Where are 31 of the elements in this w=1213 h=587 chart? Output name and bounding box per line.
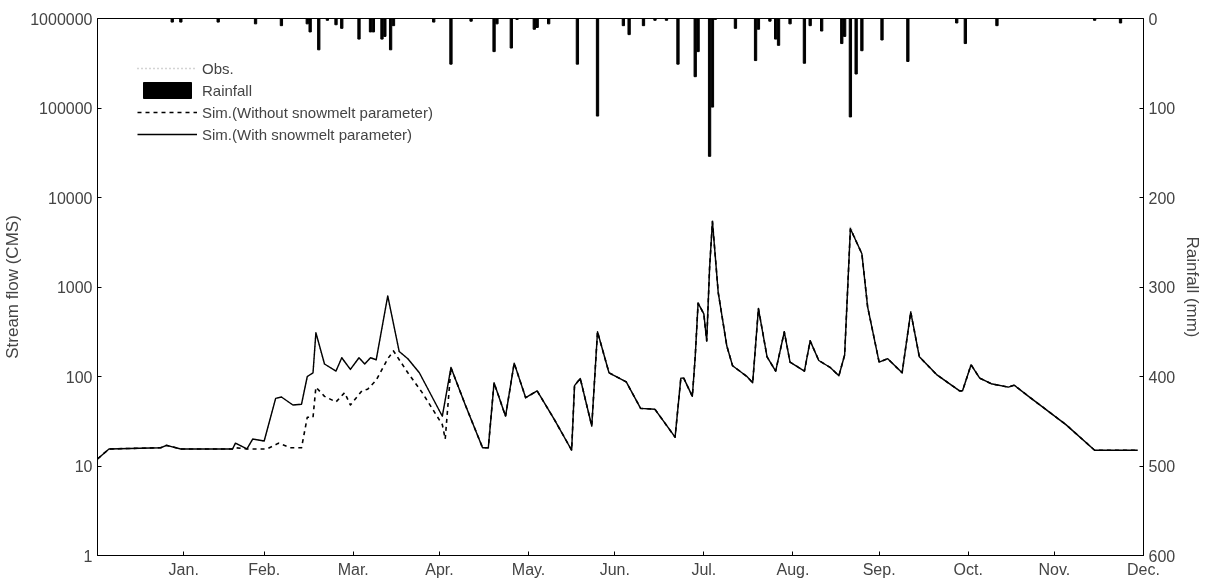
y-tick-label: 1000000: [30, 10, 93, 28]
y2-tick-label: 500: [1148, 458, 1176, 475]
y2-tick-label: 100: [1148, 100, 1176, 117]
x-tick-label: Jul.: [691, 560, 717, 578]
x-tick-label: Oct.: [953, 560, 983, 578]
x-tick-label: May.: [511, 560, 546, 578]
y-axis-title: Stream flow (CMS): [3, 215, 23, 359]
x-tick-label: Nov.: [1038, 560, 1071, 578]
y2-tick-label: 0: [1148, 10, 1158, 28]
x-tick-label: Aug.: [776, 560, 810, 578]
legend-label: Sim.(Without snowmelt parameter): [202, 103, 433, 121]
y-tick-label: 10000: [48, 189, 93, 207]
x-tick-label: Jan.: [168, 560, 199, 578]
legend-label: Obs.: [202, 59, 234, 77]
x-tick-label: Apr.: [425, 560, 454, 578]
x-tick-label: Sep.: [862, 560, 896, 578]
y2-tick-label: 600: [1148, 547, 1176, 565]
y-tick-label: 1: [83, 547, 93, 565]
x-tick-label: Feb.: [248, 560, 281, 578]
x-tick-label: Mar.: [337, 560, 369, 578]
x-tick-label: Jun.: [599, 560, 630, 578]
y2-axis-title: Rainfall (mm): [1183, 236, 1203, 338]
legend-label: Rainfall: [202, 81, 253, 99]
legend-label: Sim.(With snowmelt parameter): [202, 125, 413, 143]
y2-tick-label: 200: [1148, 189, 1176, 207]
y-tick-label: 10: [74, 458, 93, 475]
y-tick-label: 1000: [56, 279, 93, 296]
y-tick-label: 100000: [39, 100, 93, 117]
y2-tick-label: 400: [1148, 368, 1176, 386]
y-tick-label: 100: [65, 368, 93, 386]
y2-tick-label: 300: [1148, 279, 1176, 296]
